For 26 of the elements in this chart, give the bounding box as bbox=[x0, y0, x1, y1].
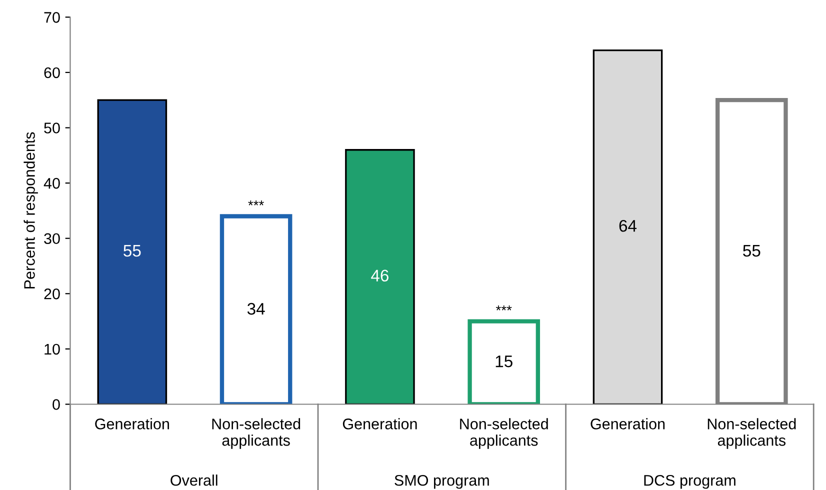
x-tick-label: Generation bbox=[342, 418, 417, 430]
annotation: *** bbox=[248, 200, 264, 206]
y-tick-label: 50 bbox=[44, 122, 60, 134]
text: DCS program bbox=[644, 474, 736, 489]
y-tick-label: 20 bbox=[44, 288, 60, 300]
annotation: *** bbox=[496, 306, 512, 310]
data-label: 46 bbox=[371, 270, 388, 282]
data-label: 34 bbox=[247, 302, 265, 315]
text: Overall bbox=[170, 474, 218, 486]
y-tick-label: 10 bbox=[44, 344, 60, 355]
x-tick-label: Non-selected applicants bbox=[460, 418, 548, 449]
data-label: 64 bbox=[619, 220, 637, 232]
data-label: 55 bbox=[124, 245, 141, 257]
text: SMO program bbox=[394, 474, 489, 489]
x-tick-label: Non-selected applicants bbox=[708, 418, 796, 449]
data-label: 55 bbox=[743, 245, 760, 257]
x-tick-label: Generation bbox=[590, 418, 665, 430]
x-tick-label: Non-selected applicants bbox=[212, 418, 300, 449]
y-tick-label: 30 bbox=[44, 233, 60, 244]
y-tick-label: 60 bbox=[44, 67, 60, 78]
y-tick-label: 40 bbox=[44, 178, 60, 189]
y-axis-title: Percent of respondents bbox=[24, 132, 38, 288]
x-tick-label: Generation bbox=[95, 418, 169, 430]
y-tick-label: 0 bbox=[52, 399, 60, 410]
data-label: 15 bbox=[496, 356, 512, 368]
y-tick-label: 70 bbox=[44, 12, 60, 23]
